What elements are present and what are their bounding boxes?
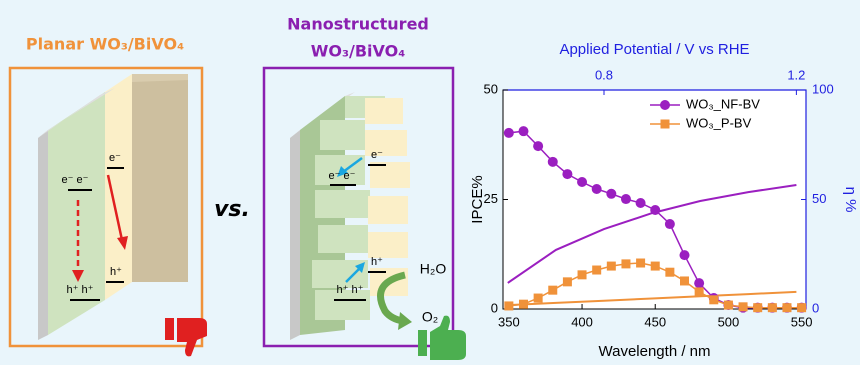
x2-tick-label: 0.8	[595, 67, 613, 82]
marker	[768, 303, 777, 312]
carrier-label: H₂O	[420, 261, 447, 277]
substrate-edge	[38, 130, 48, 340]
y2-tick-label: 50	[812, 191, 826, 206]
marker	[636, 198, 646, 208]
carrier-label: O₂	[422, 309, 438, 325]
panel-title: WO₃/BiVO₄	[311, 42, 406, 61]
page: Planar WO₃/BiVO₄ vs. Nanostructured WO₃/…	[0, 0, 860, 365]
y-tick-label: 0	[491, 300, 498, 315]
carrier-label: e⁻ e⁻	[329, 170, 356, 182]
y-axis-title: IPCE%	[469, 175, 486, 223]
marker	[665, 268, 674, 277]
substrate-edge	[290, 130, 300, 340]
marker	[606, 189, 616, 199]
marker	[724, 301, 733, 310]
x-tick-label: 500	[718, 314, 740, 329]
x-axis-title: Wavelength / nm	[599, 343, 711, 360]
x-tick-label: 550	[791, 314, 813, 329]
marker	[548, 286, 557, 295]
wo3-layer	[48, 92, 105, 335]
marker	[563, 277, 572, 286]
marker	[577, 177, 587, 187]
marker	[621, 194, 631, 204]
carrier-label: e⁻	[109, 152, 121, 164]
marker	[695, 287, 704, 296]
plot-frame	[503, 90, 806, 309]
carrier-label: h⁺ h⁺	[67, 284, 94, 296]
marker	[680, 250, 690, 260]
carrier-label: h⁺	[371, 256, 383, 268]
carrier-label: e⁻	[371, 149, 383, 161]
marker	[504, 301, 513, 310]
marker	[709, 295, 718, 304]
figure: Planar WO₃/BiVO₄ vs. Nanostructured WO₃/…	[0, 0, 860, 365]
marker	[636, 259, 645, 268]
panel-title: Planar WO₃/BiVO₄	[26, 35, 184, 54]
x2-tick-label: 1.2	[787, 67, 805, 82]
marker	[519, 300, 528, 309]
marker	[782, 303, 791, 312]
marker	[534, 294, 543, 303]
versus: vs.	[214, 197, 250, 222]
x-tick-label: 400	[571, 314, 593, 329]
carrier-label: e⁻ e⁻	[62, 174, 89, 186]
marker	[504, 128, 514, 138]
marker	[753, 303, 762, 312]
carrier-label: h⁺ h⁺	[337, 284, 364, 296]
marker	[739, 302, 748, 311]
marker	[607, 262, 616, 271]
marker	[680, 276, 689, 285]
x2-axis-title: Applied Potential / V vs RHE	[559, 41, 749, 58]
marker	[651, 262, 660, 271]
marker	[533, 141, 543, 151]
y2-tick-label: 100	[812, 81, 834, 96]
marker	[592, 184, 602, 194]
marker	[518, 126, 528, 136]
marker	[694, 278, 704, 288]
carrier-label: h⁺	[110, 266, 122, 278]
legend-marker	[660, 100, 670, 110]
y-tick-label: 50	[484, 81, 498, 96]
panel-title: Nanostructured	[287, 15, 429, 34]
marker	[665, 219, 675, 229]
marker	[650, 205, 660, 215]
x-tick-label: 450	[644, 314, 666, 329]
marker	[797, 303, 806, 312]
x-tick-label: 350	[498, 314, 520, 329]
y2-tick-label: 0	[812, 300, 819, 315]
marker	[621, 259, 630, 268]
y2-axis-title: η %	[842, 187, 859, 213]
legend-label: WO₃_NF-BV	[686, 96, 760, 111]
marker	[578, 270, 587, 279]
legend-label: WO₃_P-BV	[686, 115, 752, 130]
legend-marker	[661, 120, 670, 129]
marker	[548, 157, 558, 167]
marker	[562, 169, 572, 179]
side-face	[132, 74, 188, 282]
marker	[592, 266, 601, 275]
